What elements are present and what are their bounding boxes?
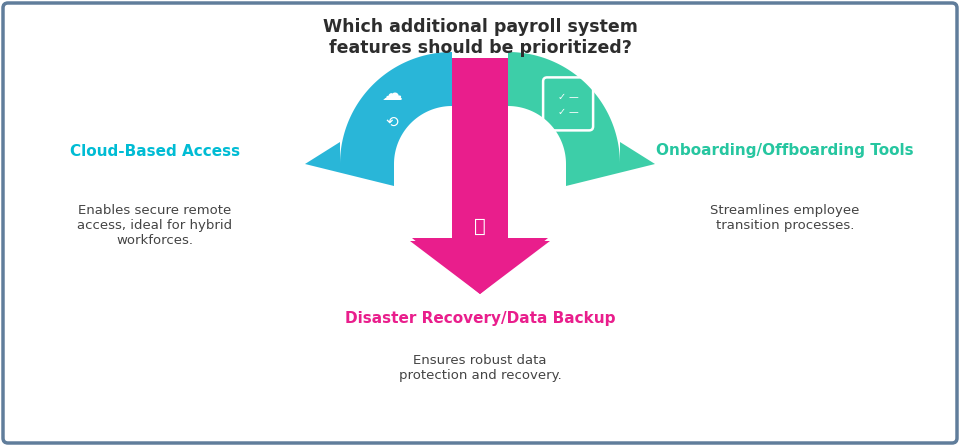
- Text: Disaster Recovery/Data Backup: Disaster Recovery/Data Backup: [345, 310, 615, 326]
- Text: —: —: [568, 92, 578, 102]
- Text: —: —: [568, 107, 578, 117]
- Text: ✓: ✓: [557, 107, 565, 117]
- Text: Ensures robust data
protection and recovery.: Ensures robust data protection and recov…: [398, 354, 562, 382]
- Text: ⟲: ⟲: [386, 114, 398, 129]
- FancyBboxPatch shape: [3, 3, 957, 443]
- Polygon shape: [305, 52, 452, 186]
- Text: Streamlines employee
transition processes.: Streamlines employee transition processe…: [710, 204, 860, 232]
- Text: Onboarding/Offboarding Tools: Onboarding/Offboarding Tools: [657, 144, 914, 158]
- Text: Enables secure remote
access, ideal for hybrid
workforces.: Enables secure remote access, ideal for …: [78, 204, 232, 247]
- Polygon shape: [508, 52, 655, 186]
- Text: Which additional payroll system
features should be prioritized?: Which additional payroll system features…: [323, 18, 637, 57]
- Text: ☁: ☁: [381, 84, 402, 104]
- Polygon shape: [412, 58, 548, 294]
- Text: Cloud-Based Access: Cloud-Based Access: [70, 144, 240, 158]
- Text: 🗎: 🗎: [474, 216, 486, 235]
- Text: ✓: ✓: [557, 92, 565, 102]
- Polygon shape: [410, 58, 550, 294]
